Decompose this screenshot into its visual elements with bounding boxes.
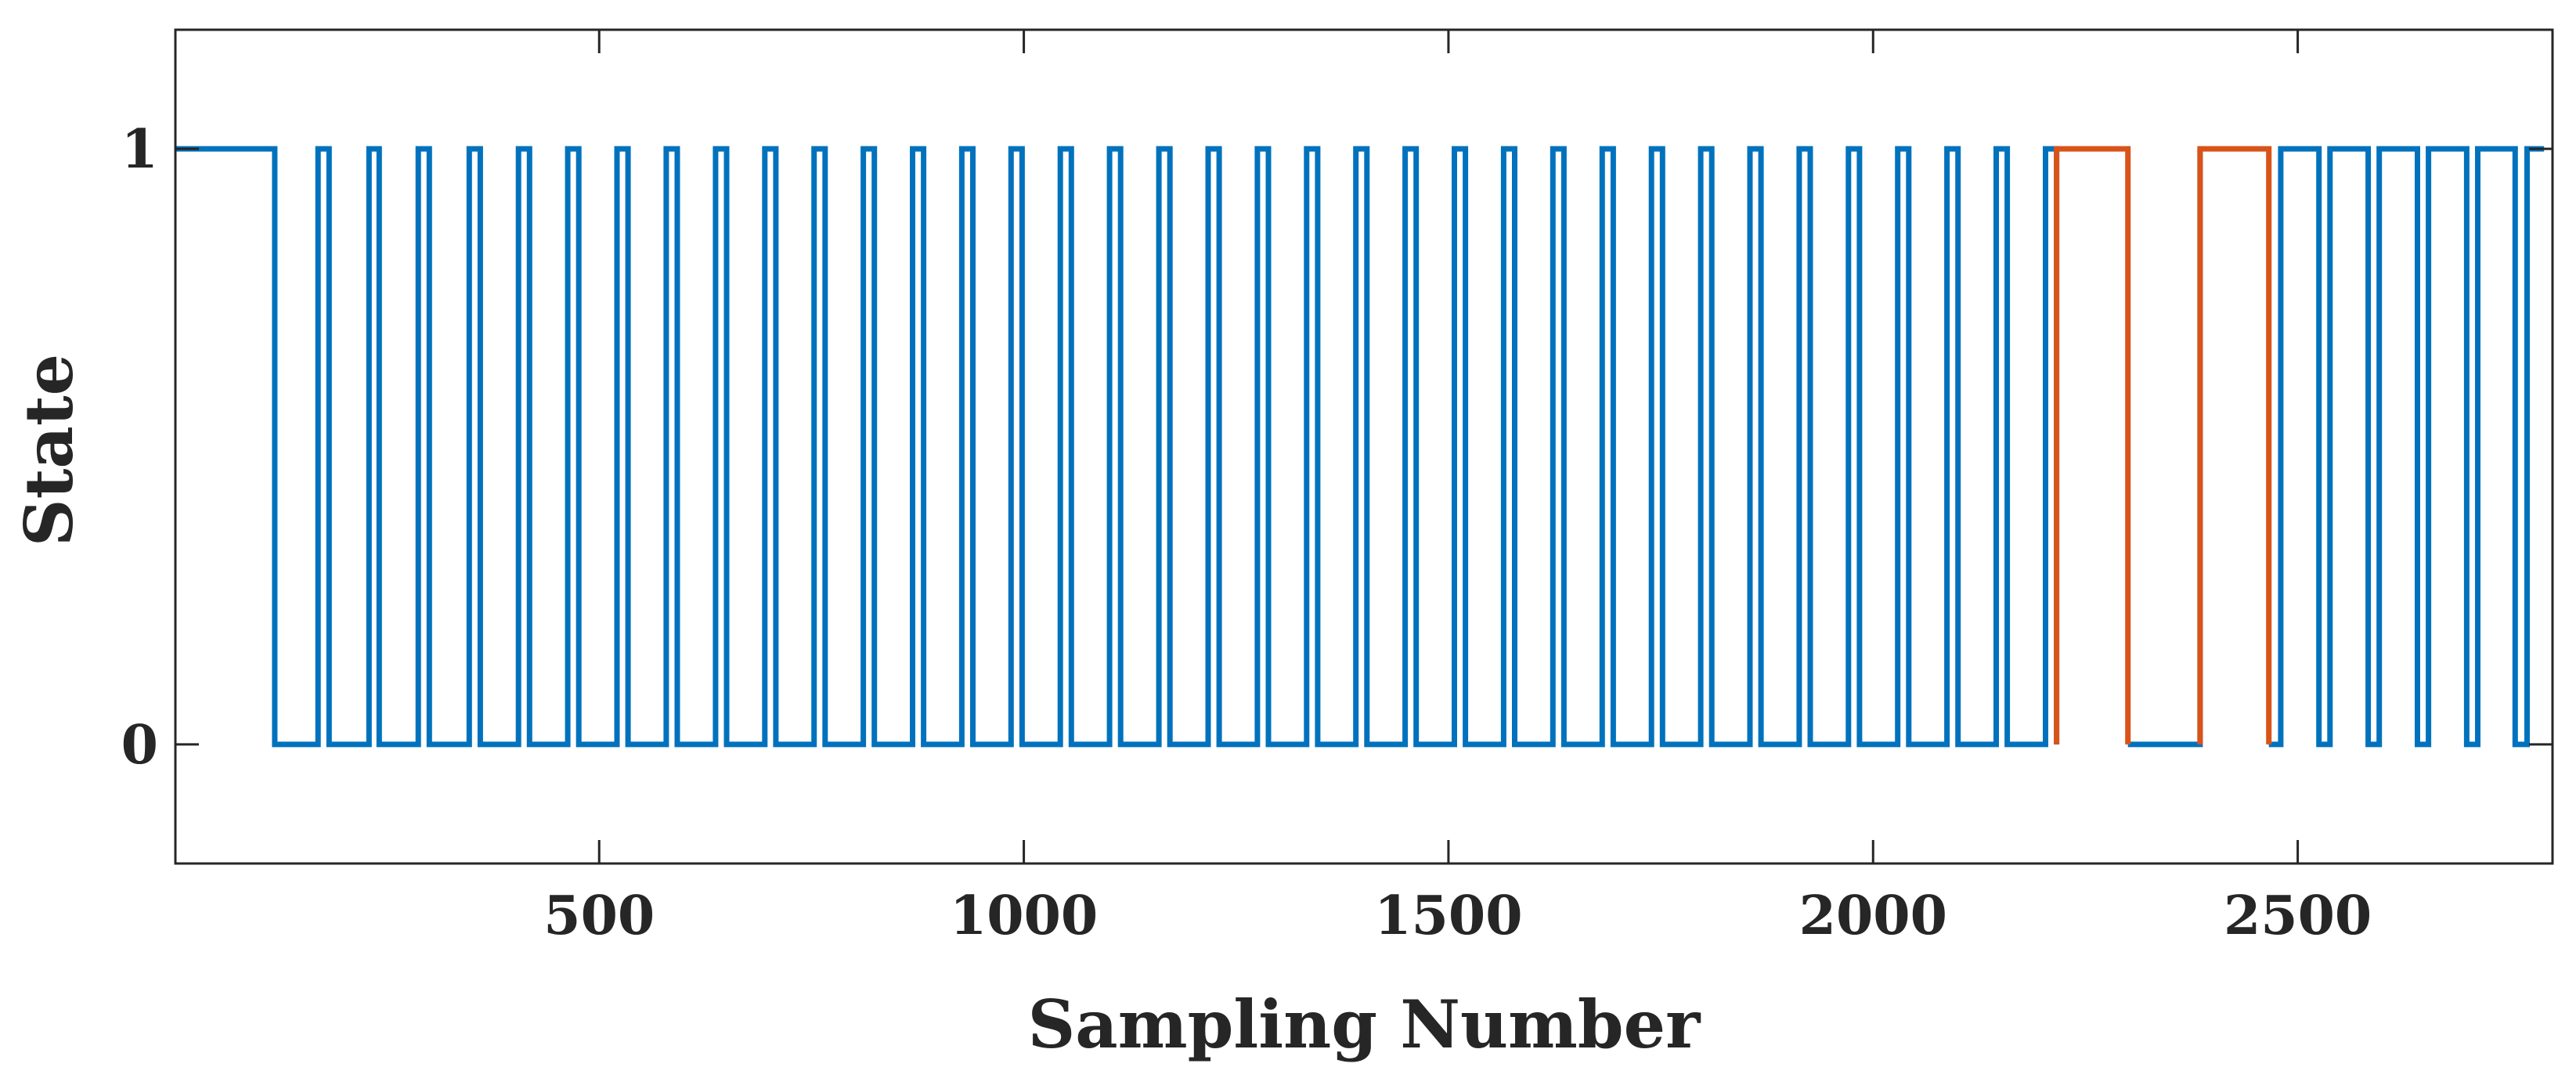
x-tick-label-2: 1500 — [1374, 885, 1522, 947]
x-tick-label-3: 2000 — [1799, 885, 1947, 947]
series-0-segment-1 — [2127, 149, 2203, 748]
x-axis-label: Sampling Number — [1028, 986, 1701, 1063]
series-1-segment-1 — [2197, 146, 2272, 745]
ticks — [175, 30, 2553, 863]
series-1-segment-0 — [2054, 146, 2131, 745]
y-tick-label-1: 1 — [121, 118, 158, 181]
plot-lines — [175, 146, 2545, 748]
tick-labels: 500 1000 1500 2000 2500 0 1 — [121, 118, 2372, 947]
x-tick-label-0: 500 — [543, 885, 655, 947]
y-axis-label: State — [10, 354, 88, 546]
axes-box — [174, 28, 2554, 865]
x-tick-label-4: 2500 — [2224, 885, 2372, 947]
x-tick-label-1: 1000 — [950, 885, 1098, 947]
series-0-segment-2 — [2268, 146, 2545, 748]
series-0-segment-0 — [175, 146, 2060, 748]
y-tick-label-0: 0 — [121, 714, 158, 777]
